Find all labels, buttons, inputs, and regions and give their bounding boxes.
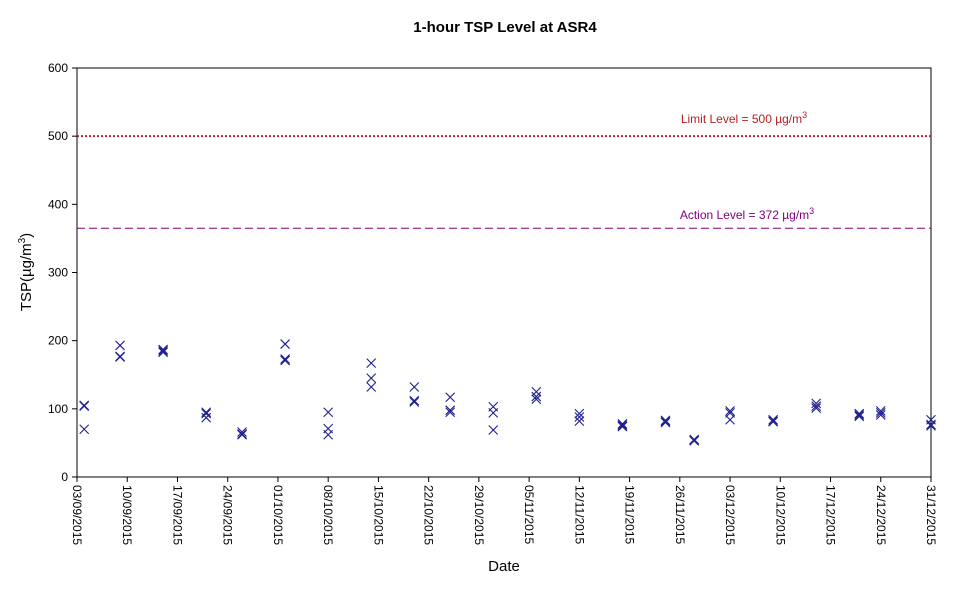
data-point [811, 401, 822, 411]
y-tick-label: 100 [48, 402, 68, 416]
x-tick-label: 24/09/2015 [221, 485, 235, 545]
x-tick-label: 29/10/2015 [472, 485, 486, 545]
data-point [445, 405, 456, 416]
data-point [409, 395, 420, 406]
data-point [280, 339, 291, 349]
data-point [201, 412, 212, 423]
data-point [79, 424, 90, 435]
data-point [689, 435, 700, 446]
y-axis-label: TSP(µg/m3) [17, 233, 35, 311]
data-point [617, 418, 628, 429]
y-axis-ticks: 0 100 200 300 400 500 600 [48, 61, 77, 484]
data-point [237, 429, 247, 440]
data-point [158, 346, 169, 356]
x-tick-label: 08/10/2015 [321, 485, 335, 545]
data-point [768, 414, 779, 425]
x-tick-label: 03/09/2015 [70, 485, 84, 545]
x-tick-label: 01/10/2015 [271, 485, 285, 545]
data-point [574, 408, 585, 419]
data-point [323, 429, 334, 440]
y-tick-label: 500 [48, 129, 68, 143]
x-tick-label: 31/12/2015 [924, 485, 938, 545]
x-tick-label: 26/11/2015 [673, 485, 687, 544]
data-point [875, 410, 886, 420]
reference-line-label-0: Limit Level = 500 µg/m3 [681, 110, 807, 126]
data-point [115, 352, 125, 362]
x-tick-label: 12/11/2015 [572, 485, 586, 544]
data-point [445, 407, 456, 418]
x-tick-label: 03/12/2015 [723, 485, 737, 545]
x-tick-label: 10/12/2015 [773, 485, 787, 545]
plot-area [76, 67, 932, 478]
data-point [531, 391, 542, 402]
x-tick-label: 22/10/2015 [422, 485, 436, 545]
data-point [280, 355, 291, 366]
data-point [725, 405, 735, 416]
x-tick-label: 15/10/2015 [371, 485, 385, 545]
x-tick-label: 24/12/2015 [874, 485, 888, 545]
data-point [617, 421, 628, 432]
data-point [79, 401, 90, 411]
x-axis-ticks: 03/09/2015 10/09/2015 17/09/2015 24/09/2015… [70, 477, 938, 545]
data-point [531, 394, 542, 405]
data-point [811, 398, 822, 409]
data-point [926, 420, 936, 431]
data-point [660, 417, 671, 428]
y-tick-label: 0 [61, 470, 68, 484]
data-point [854, 408, 865, 419]
data-point [854, 410, 865, 420]
data-point [201, 408, 212, 419]
data-point [660, 415, 671, 426]
data-point [617, 420, 628, 431]
x-tick-label: 17/09/2015 [170, 485, 184, 545]
data-point [280, 354, 291, 364]
data-point [725, 414, 735, 425]
x-tick-label: 19/11/2015 [623, 485, 637, 544]
x-tick-label: 05/11/2015 [522, 485, 536, 544]
data-point [158, 347, 169, 358]
data-point [531, 386, 542, 397]
data-point [366, 373, 377, 384]
data-point [725, 408, 735, 418]
y-tick-label: 200 [48, 334, 68, 348]
data-point [768, 416, 779, 427]
data-point [574, 412, 585, 422]
data-point [237, 427, 247, 437]
reference-lines: Limit Level = 500 µg/m3 Action Level = 37… [77, 110, 931, 229]
data-point [811, 403, 822, 414]
data-point [409, 382, 420, 392]
data-point [366, 358, 377, 369]
data-point [115, 340, 125, 351]
data-point [323, 407, 334, 418]
data-point [158, 344, 169, 355]
data-point [926, 419, 936, 430]
data-point [854, 411, 865, 422]
reference-line-label-1: Action Level = 372 µg/m3 [680, 206, 814, 222]
x-axis-label: Date [488, 558, 520, 575]
chart-title: 1-hour TSP Level at ASR4 [413, 19, 597, 36]
data-point [366, 382, 377, 392]
x-tick-label: 10/09/2015 [120, 485, 134, 545]
data-point [488, 425, 499, 435]
data-point [488, 408, 499, 418]
data-point [409, 397, 420, 407]
data-point [875, 408, 886, 418]
data-points [79, 339, 936, 446]
data-point [445, 392, 456, 403]
y-tick-label: 400 [48, 197, 68, 211]
y-tick-label: 300 [48, 266, 68, 280]
x-tick-label: 17/12/2015 [824, 485, 838, 545]
data-point [875, 405, 886, 416]
y-tick-label: 600 [48, 61, 68, 75]
data-point [574, 416, 585, 426]
